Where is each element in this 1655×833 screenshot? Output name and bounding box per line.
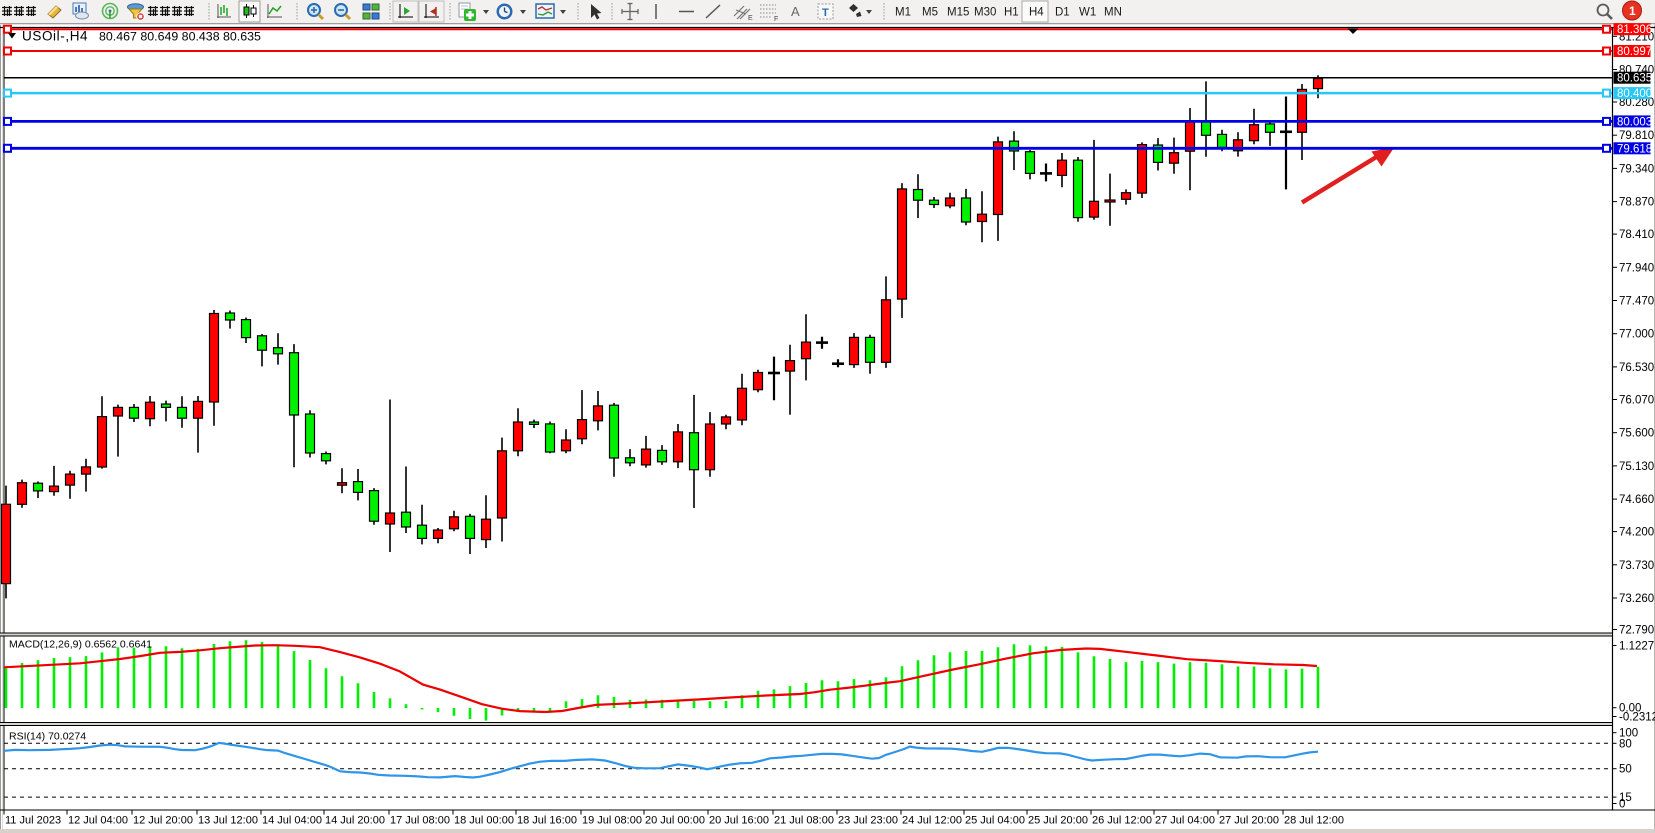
svg-text:20 Jul 00:00: 20 Jul 00:00 (645, 815, 705, 827)
svg-text:D1: D1 (1055, 7, 1070, 19)
svg-text:77.470: 77.470 (1619, 296, 1654, 308)
svg-text:T: T (822, 7, 829, 19)
svg-text:1.1227: 1.1227 (1619, 641, 1654, 653)
svg-text:50: 50 (1619, 764, 1632, 776)
svg-text:-0.2312: -0.2312 (1619, 712, 1655, 724)
svg-text:73.260: 73.260 (1619, 593, 1654, 605)
svg-text:80.997: 80.997 (1617, 46, 1652, 58)
svg-text:F: F (774, 16, 778, 23)
svg-text:18 Jul 00:00: 18 Jul 00:00 (454, 815, 514, 827)
svg-text:M15: M15 (947, 7, 969, 19)
svg-text:12 Jul 20:00: 12 Jul 20:00 (133, 815, 193, 827)
svg-text:79.810: 79.810 (1619, 130, 1654, 142)
svg-text:E: E (748, 15, 753, 22)
svg-text:23 Jul 23:00: 23 Jul 23:00 (838, 815, 898, 827)
svg-text:A: A (791, 4, 800, 19)
svg-text:14 Jul 20:00: 14 Jul 20:00 (325, 815, 385, 827)
svg-text:H4: H4 (1029, 7, 1044, 19)
svg-text:18 Jul 16:00: 18 Jul 16:00 (517, 815, 577, 827)
svg-text:12 Jul 04:00: 12 Jul 04:00 (68, 815, 128, 827)
svg-text:81.306: 81.306 (1617, 24, 1652, 36)
svg-text:25 Jul 04:00: 25 Jul 04:00 (965, 815, 1025, 827)
svg-text:24 Jul 12:00: 24 Jul 12:00 (902, 815, 962, 827)
svg-text:26 Jul 12:00: 26 Jul 12:00 (1092, 815, 1152, 827)
svg-text:80.635: 80.635 (1617, 73, 1652, 85)
svg-text:USOil-,H4: USOil-,H4 (22, 29, 88, 44)
svg-text:80.280: 80.280 (1619, 97, 1654, 109)
svg-text:19 Jul 08:00: 19 Jul 08:00 (582, 815, 642, 827)
svg-text:RSI(14) 70.0274: RSI(14) 70.0274 (9, 731, 86, 743)
svg-text:77.940: 77.940 (1619, 262, 1654, 274)
svg-text:M5: M5 (922, 7, 938, 19)
svg-text:21 Jul 08:00: 21 Jul 08:00 (774, 815, 834, 827)
svg-text:1: 1 (1629, 4, 1636, 18)
svg-text:80.003: 80.003 (1617, 116, 1652, 128)
svg-text:MACD(12,26,9) 0.6562 0.6641: MACD(12,26,9) 0.6562 0.6641 (9, 639, 152, 651)
svg-text:80.467 80.649 80.438 80.635: 80.467 80.649 80.438 80.635 (99, 30, 261, 44)
svg-text:27 Jul 04:00: 27 Jul 04:00 (1155, 815, 1215, 827)
svg-text:15: 15 (1619, 792, 1632, 804)
svg-text:100: 100 (1619, 728, 1638, 740)
svg-text:27 Jul 20:00: 27 Jul 20:00 (1219, 815, 1279, 827)
svg-text:0: 0 (1619, 799, 1625, 811)
svg-text:72.790: 72.790 (1619, 625, 1654, 637)
svg-text:13 Jul 12:00: 13 Jul 12:00 (198, 815, 258, 827)
svg-text:75.130: 75.130 (1619, 461, 1654, 473)
svg-text:76.070: 76.070 (1619, 395, 1654, 407)
svg-text:11 Jul 2023: 11 Jul 2023 (5, 815, 61, 827)
svg-text:80.400: 80.400 (1617, 88, 1652, 100)
svg-text:20 Jul 16:00: 20 Jul 16:00 (709, 815, 769, 827)
svg-text:25 Jul 20:00: 25 Jul 20:00 (1028, 815, 1088, 827)
svg-text:W1: W1 (1079, 7, 1096, 19)
svg-text:17 Jul 08:00: 17 Jul 08:00 (390, 815, 450, 827)
svg-text:77.000: 77.000 (1619, 329, 1654, 341)
svg-text:M30: M30 (974, 7, 996, 19)
svg-text:79.340: 79.340 (1619, 163, 1654, 175)
svg-text:0.00: 0.00 (1619, 703, 1641, 715)
svg-text:73.730: 73.730 (1619, 560, 1654, 572)
svg-text:76.530: 76.530 (1619, 362, 1654, 374)
svg-text:28 Jul 12:00: 28 Jul 12:00 (1284, 815, 1344, 827)
svg-text:H1: H1 (1004, 7, 1019, 19)
svg-text:MN: MN (1104, 7, 1122, 19)
svg-text:78.870: 78.870 (1619, 197, 1654, 209)
svg-text:79.618: 79.618 (1617, 143, 1652, 155)
svg-text:78.410: 78.410 (1619, 229, 1654, 241)
svg-text:74.660: 74.660 (1619, 494, 1654, 506)
svg-text:80: 80 (1619, 738, 1632, 750)
svg-text:M1: M1 (895, 7, 911, 19)
svg-text:75.600: 75.600 (1619, 428, 1654, 440)
svg-text:14 Jul 04:00: 14 Jul 04:00 (262, 815, 322, 827)
svg-text:74.200: 74.200 (1619, 527, 1654, 539)
